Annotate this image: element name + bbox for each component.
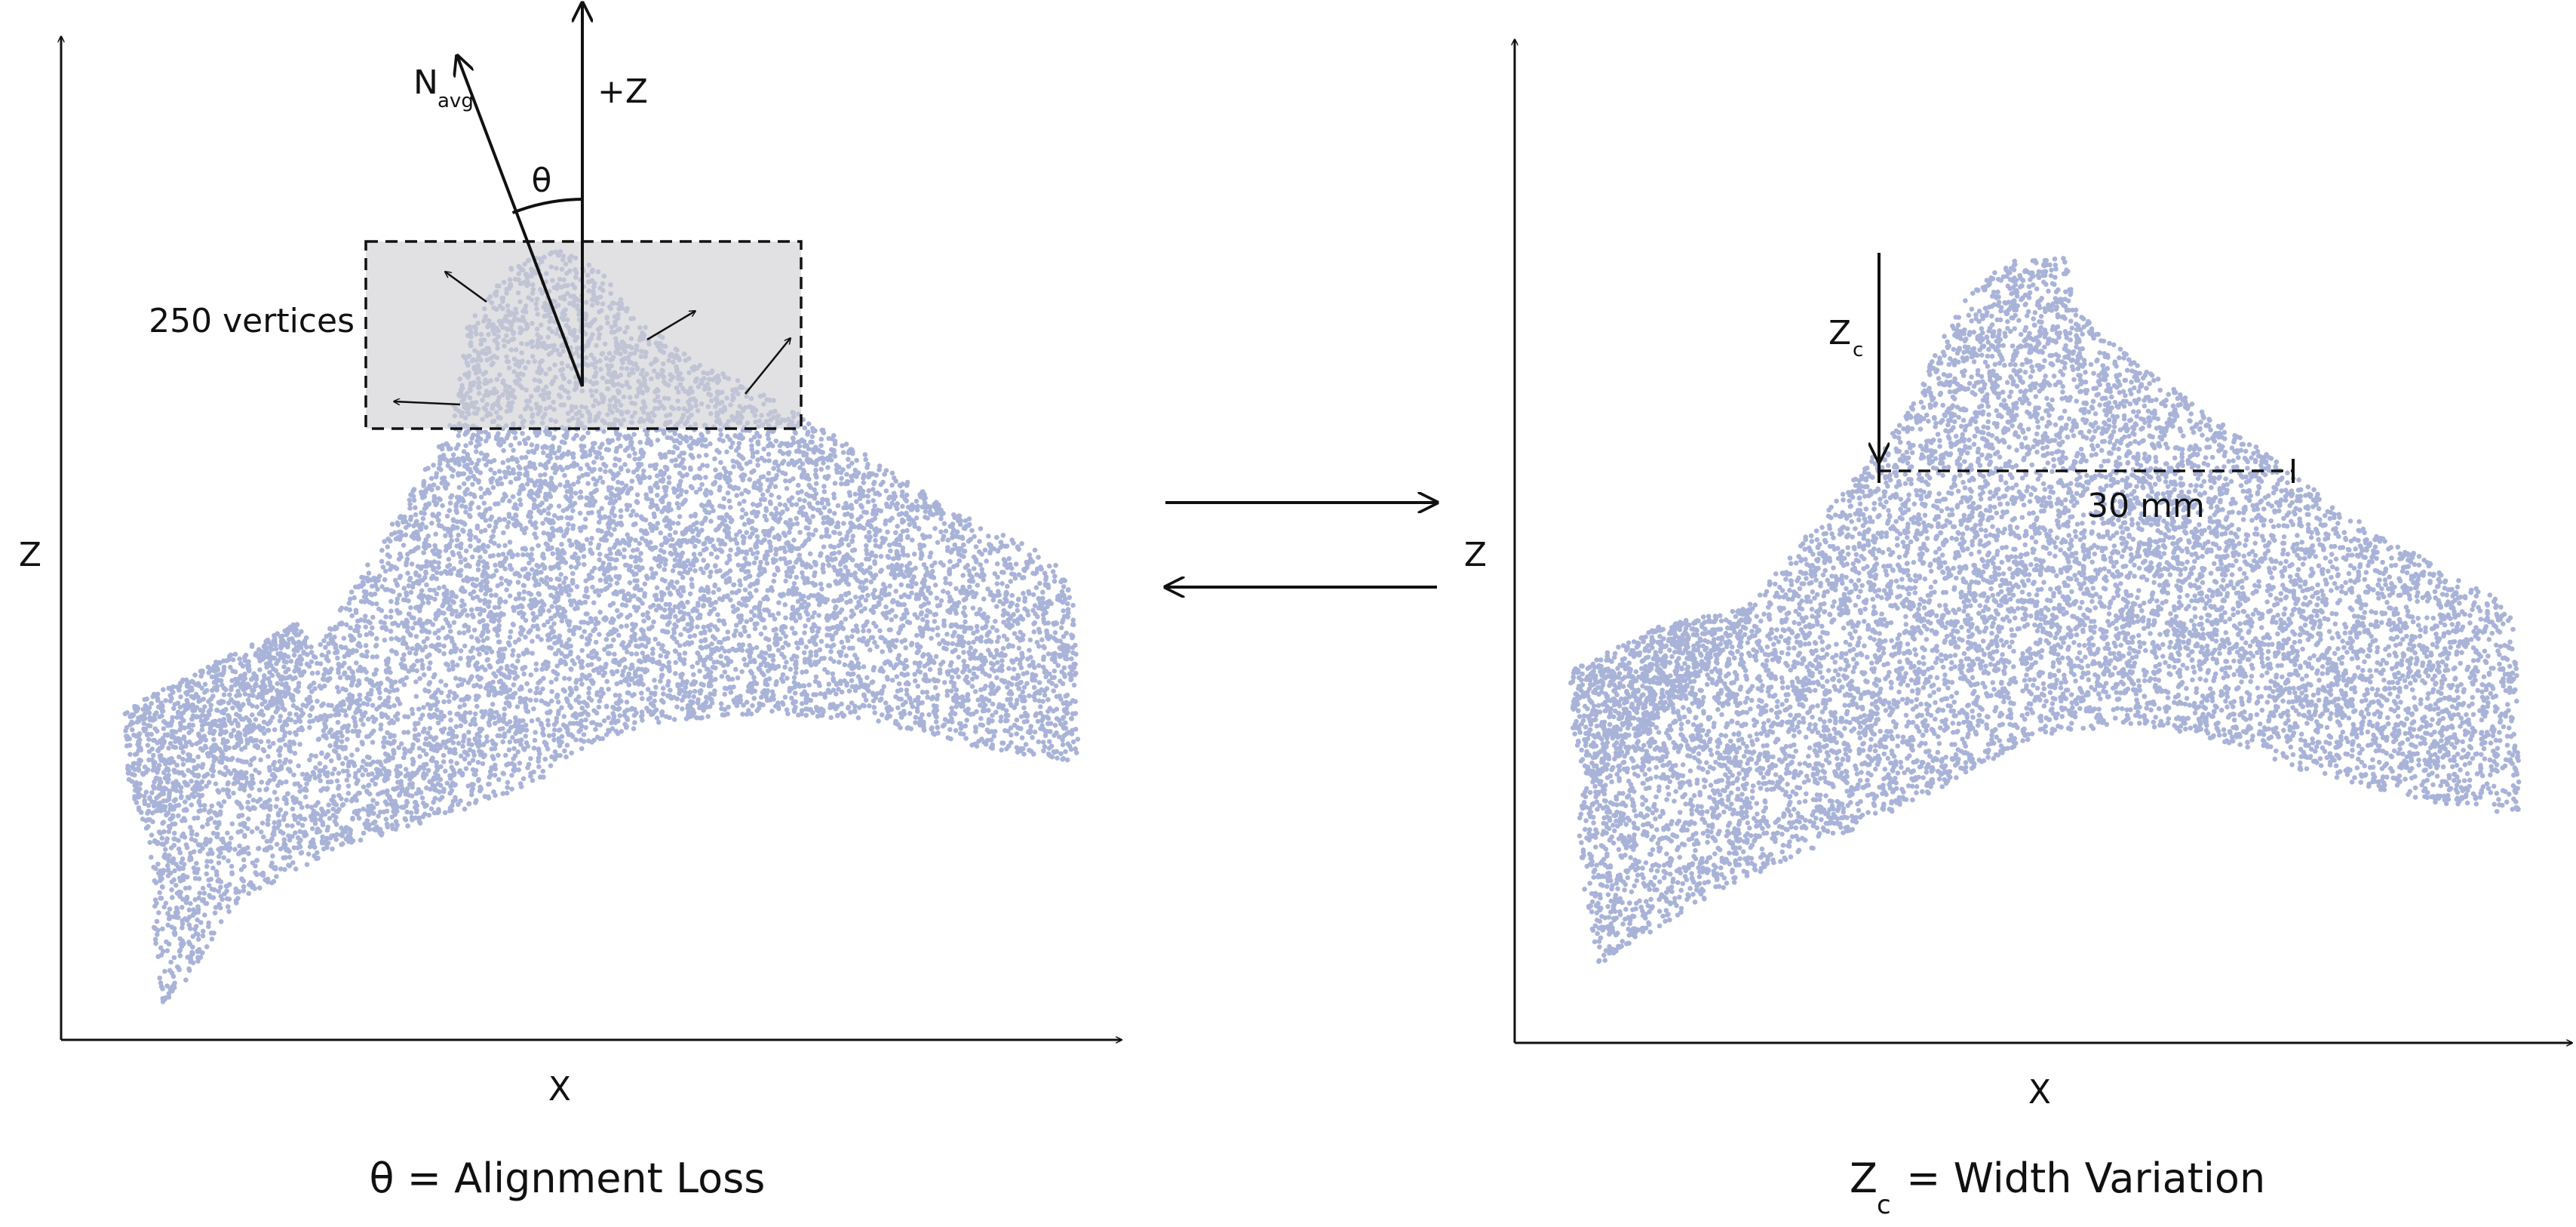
local-normal-arrows: [394, 272, 791, 406]
left-x-axis-label: X: [548, 1070, 571, 1109]
depth-subscript: c: [1853, 339, 1863, 361]
right-z-axis-label: Z: [1464, 536, 1487, 574]
average-normal-subscript: avg: [438, 90, 474, 112]
transition-arrows: [1165, 503, 1437, 587]
right-caption-main: Z: [1850, 1155, 1878, 1202]
vertex-region-label: 250 vertices: [149, 302, 355, 340]
left-z-axis-label: Z: [19, 536, 41, 574]
left-caption: θ = Alignment Loss: [370, 1155, 766, 1202]
right-point-cloud: [1568, 256, 2522, 964]
left-panel: Z X 250 vertices +Z N avg θ θ = Alignmen…: [19, 3, 1122, 1202]
right-caption-subscript: c: [1877, 1190, 1891, 1220]
plus-z-label: +Z: [597, 72, 648, 111]
right-caption-rest: = Width Variation: [1893, 1155, 2265, 1202]
depth-label: Z: [1828, 314, 1851, 352]
theta-angle-arc: [511, 198, 583, 214]
average-normal-arrow: [457, 56, 584, 387]
right-x-axis-label: X: [2028, 1073, 2051, 1112]
right-panel: Z X Z c 30 mm Z c = Width Variation: [1464, 39, 2572, 1220]
average-normal-label: N: [413, 63, 438, 102]
width-label: 30 mm: [2087, 487, 2205, 525]
theta-label: θ: [532, 161, 552, 200]
